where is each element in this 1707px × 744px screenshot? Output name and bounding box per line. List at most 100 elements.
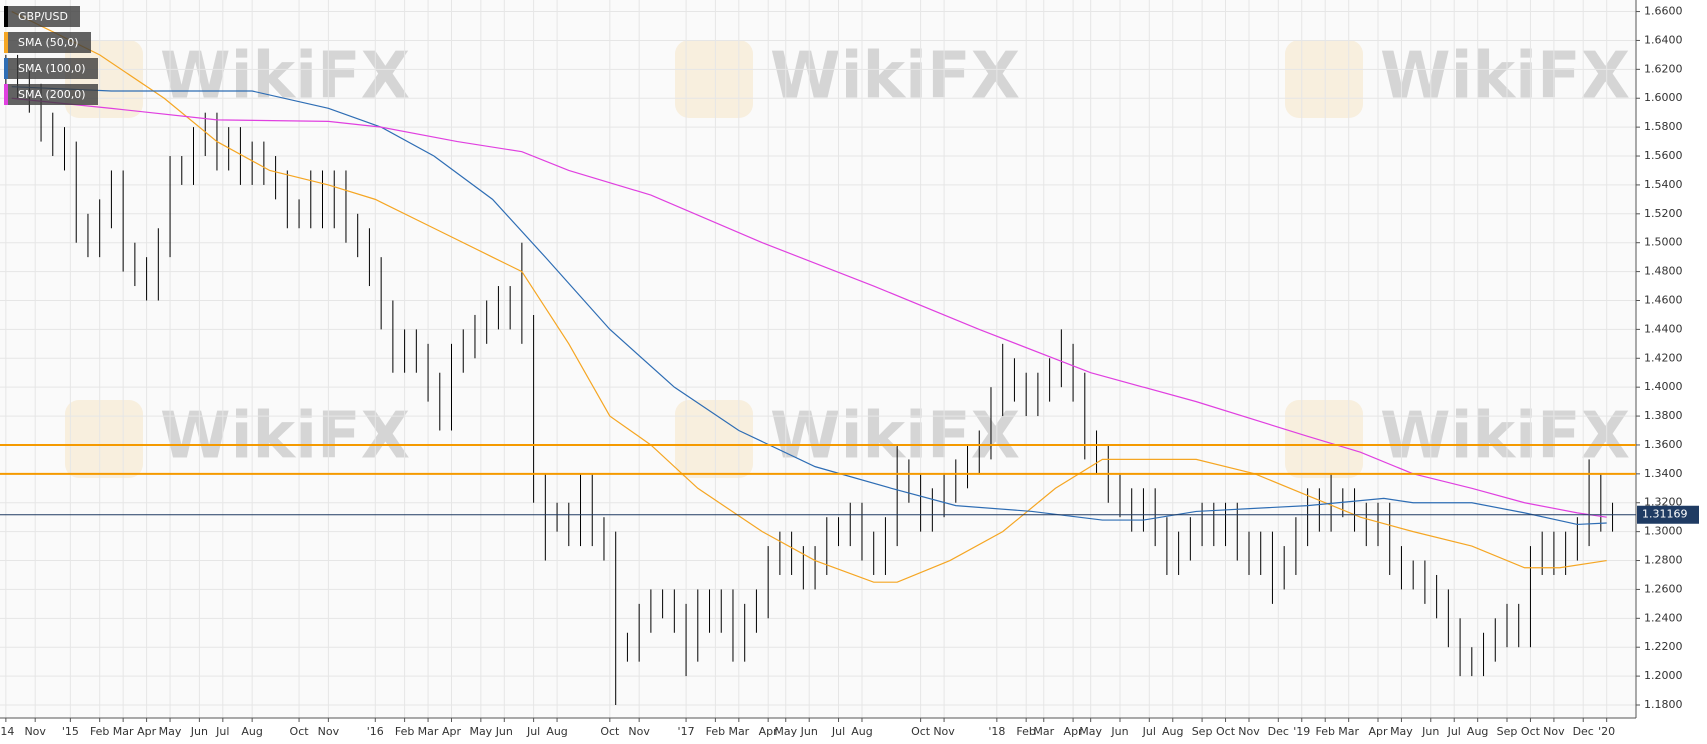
x-tick-label: Feb <box>395 725 414 738</box>
y-tick-label: 1.3600 <box>1644 438 1683 451</box>
y-tick-label: 1.2200 <box>1644 640 1683 653</box>
legend: GBP/USD SMA (50,0) SMA (100,0) SMA (200,0) <box>4 6 98 105</box>
y-tick-label: 1.6600 <box>1644 5 1683 18</box>
x-tick-label: '14 <box>0 725 14 738</box>
x-tick-label: Nov <box>1543 725 1565 738</box>
x-tick-label: Nov <box>933 725 955 738</box>
x-tick-label: Feb <box>706 725 725 738</box>
x-tick-label: Aug <box>1162 725 1183 738</box>
x-tick-label: May <box>774 725 797 738</box>
x-tick-label: Aug <box>241 725 262 738</box>
y-tick-label: 1.5600 <box>1644 149 1683 162</box>
y-tick-label: 1.1800 <box>1644 698 1683 711</box>
x-tick-label: Oct <box>1521 725 1541 738</box>
x-tick-label: '15 <box>62 725 79 738</box>
x-tick-label: '20 <box>1598 725 1615 738</box>
x-tick-label: Oct <box>600 725 620 738</box>
x-tick-label: Dec <box>1573 725 1594 738</box>
y-tick-label: 1.2600 <box>1644 582 1683 595</box>
y-tick-label: 1.6400 <box>1644 33 1683 46</box>
x-tick-label: May <box>1390 725 1413 738</box>
y-tick-label: 1.4400 <box>1644 322 1683 335</box>
x-tick-label: Jun <box>190 725 208 738</box>
x-tick-label: Jul <box>215 725 229 738</box>
y-tick-label: 1.4000 <box>1644 380 1683 393</box>
y-tick-label: 1.5200 <box>1644 207 1683 220</box>
x-tick-label: Aug <box>851 725 872 738</box>
x-tick-label: Aug <box>1467 725 1488 738</box>
x-tick-label: Mar <box>1033 725 1054 738</box>
y-tick-label: 1.4200 <box>1644 351 1683 364</box>
x-tick-label: Aug <box>546 725 567 738</box>
x-tick-label: Jun <box>1421 725 1439 738</box>
legend-entry: SMA (50,0) <box>4 32 91 53</box>
x-tick-label: Sep <box>1192 725 1213 738</box>
watermark-logo <box>1285 40 1363 118</box>
x-tick-label: Jul <box>831 725 845 738</box>
watermark-logo <box>65 400 143 478</box>
x-tick-label: '17 <box>678 725 695 738</box>
x-tick-label: Feb <box>1016 725 1035 738</box>
y-tick-label: 1.6000 <box>1644 91 1683 104</box>
watermark: WikiFX <box>160 400 410 474</box>
x-tick-label: Jun <box>1110 725 1128 738</box>
plot-background <box>0 0 1636 718</box>
y-tick-label: 1.4800 <box>1644 265 1683 278</box>
x-tick-label: Jul <box>1142 725 1156 738</box>
x-tick-label: May <box>159 725 182 738</box>
x-tick-label: Apr <box>1368 725 1388 738</box>
legend-entry: SMA (200,0) <box>4 84 98 105</box>
watermark: WikiFX <box>1380 40 1630 114</box>
y-tick-label: 1.4600 <box>1644 293 1683 306</box>
sma-line <box>11 11 1607 583</box>
sma-line <box>11 97 1607 518</box>
x-tick-label: Apr <box>442 725 462 738</box>
x-tick-label: Nov <box>24 725 46 738</box>
x-tick-label: Mar <box>113 725 134 738</box>
x-tick-label: Mar <box>418 725 439 738</box>
watermark: WikiFX <box>770 40 1020 114</box>
y-tick-label: 1.2400 <box>1644 611 1683 624</box>
x-tick-label: Apr <box>1064 725 1084 738</box>
watermark-logo <box>1285 400 1363 478</box>
x-tick-label: Jun <box>800 725 818 738</box>
x-tick-label: May <box>469 725 492 738</box>
x-tick-label: Sep <box>1497 725 1518 738</box>
last-price-box <box>1637 505 1699 524</box>
x-tick-label: Nov <box>1238 725 1260 738</box>
x-tick-label: Jul <box>1447 725 1461 738</box>
watermark-logo <box>675 400 753 478</box>
y-tick-label: 1.3800 <box>1644 409 1683 422</box>
x-tick-label: Mar <box>728 725 749 738</box>
last-price-label: 1.31169 <box>1642 508 1688 521</box>
y-tick-label: 1.5000 <box>1644 236 1683 249</box>
y-tick-label: 1.2800 <box>1644 554 1683 567</box>
x-tick-label: Feb <box>1315 725 1334 738</box>
x-tick-label: Dec <box>1268 725 1289 738</box>
watermark: WikiFX <box>1380 400 1630 474</box>
y-tick-label: 1.6200 <box>1644 62 1683 75</box>
x-tick-label: Mar <box>1338 725 1359 738</box>
x-tick-label: Jun <box>495 725 513 738</box>
x-tick-label: Apr <box>759 725 779 738</box>
x-tick-label: '16 <box>367 725 384 738</box>
y-tick-label: 1.5800 <box>1644 120 1683 133</box>
y-tick-label: 1.3400 <box>1644 467 1683 480</box>
x-tick-label: Oct <box>911 725 931 738</box>
y-tick-label: 1.3000 <box>1644 525 1683 538</box>
x-tick-label: May <box>1079 725 1102 738</box>
x-tick-label: Oct <box>290 725 310 738</box>
watermark-logo <box>675 40 753 118</box>
y-tick-label: 1.5400 <box>1644 178 1683 191</box>
y-tick-label: 1.3200 <box>1644 496 1683 509</box>
x-tick-label: Nov <box>318 725 340 738</box>
x-tick-label: Oct <box>1216 725 1236 738</box>
legend-entry: GBP/USD <box>4 6 80 27</box>
x-tick-label: Apr <box>137 725 157 738</box>
watermark: WikiFX <box>160 40 410 114</box>
legend-entry: SMA (100,0) <box>4 58 98 79</box>
x-tick-label: Jul <box>526 725 540 738</box>
y-tick-label: 1.2000 <box>1644 669 1683 682</box>
